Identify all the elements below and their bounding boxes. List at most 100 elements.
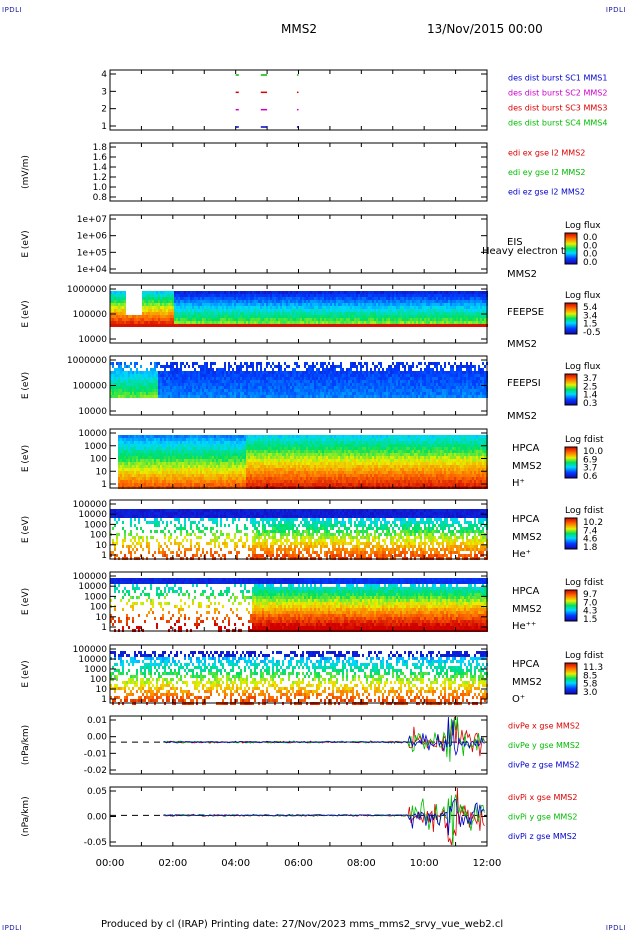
ytick-label: 1000000: [67, 285, 107, 295]
colorbar-tick-label: 0.0: [583, 241, 598, 251]
legend-entry: des dist burst SC1 MMS1: [508, 74, 607, 83]
panel-label: HPCA: [512, 443, 540, 454]
ytick-label: 1e+04: [77, 265, 108, 275]
colorbar-tick-label: 10.0: [583, 447, 603, 457]
ytick-label: 1e+07: [77, 215, 107, 225]
mission-title: MMS2: [281, 22, 317, 36]
ytick-label: 1: [101, 623, 107, 633]
y-axis-label: (nPa/km): [21, 796, 31, 836]
panel-frame-divpi: [109, 786, 488, 847]
legend-entry: edi ex gse l2 MMS2: [508, 149, 585, 158]
ytick-label: 10000: [78, 510, 107, 520]
ytick-label: 10000: [78, 407, 107, 417]
ytick-label: 1.0: [93, 183, 108, 193]
colorbar-tick-label: 7.4: [583, 526, 598, 536]
panel-label: FEEPSI: [507, 378, 541, 389]
overlay-text: Heavy electron to: [482, 246, 571, 257]
colorbar-title: Log fdist: [565, 506, 604, 516]
legend-entry: edi ez gse l2 MMS2: [508, 187, 585, 196]
ytick-label: 1.4: [93, 163, 108, 173]
colorbar-tick-label: 8.5: [583, 671, 597, 681]
colorbar: [564, 662, 578, 695]
colorbar-tick-label: 9.7: [583, 590, 597, 600]
colorbar-title: Log flux: [565, 291, 601, 301]
y-axis-label: E (eV): [21, 660, 31, 687]
colorbar-tick-label: 0.3: [583, 399, 597, 409]
ytick-label: 10000: [78, 655, 107, 665]
colorbar-tick-label: 5.4: [583, 303, 598, 313]
spectrogram-hpca-o: [110, 651, 488, 705]
y-axis-label: E (eV): [21, 372, 31, 399]
colorbar-title: Log flux: [565, 362, 601, 372]
ytick-label: 1000000: [67, 356, 107, 366]
colorbar: [564, 446, 578, 479]
colorbar-tick-label: 10.2: [583, 518, 603, 528]
colorbar-tick-label: 1.8: [583, 543, 598, 553]
ytick-label: 0.00: [87, 733, 107, 743]
panel-label: HPCA: [512, 586, 540, 597]
colorbar-tick-label: 1.4: [583, 391, 598, 401]
colorbar-tick-label: 2.5: [583, 382, 597, 392]
legend-entry: divPe x gse MMS2: [508, 722, 580, 731]
xtick-label: 04:00: [221, 858, 250, 869]
colorbar-tick-label: 1.5: [583, 320, 597, 330]
panel-label: MMS2: [512, 532, 542, 543]
ytick-label: 1000: [84, 592, 107, 602]
ytick-label: 100000: [73, 645, 108, 655]
ytick-label: -0.01: [84, 749, 107, 759]
colorbar-tick-label: 4.6: [583, 535, 598, 545]
panel-label: FEEPSE: [507, 307, 544, 318]
spectrogram-hpca-hepp: [110, 578, 488, 632]
ytick-label: -0.05: [84, 838, 107, 848]
colorbar-tick-label: 5.8: [583, 680, 598, 690]
ytick-label: 100000: [73, 382, 108, 392]
colorbar-tick-label: 4.3: [583, 607, 597, 617]
ytick-label: 0.00: [87, 813, 107, 823]
y-axis-label: (nPa/km): [21, 725, 31, 765]
colorbar-title: Log fdist: [565, 435, 604, 445]
ytick-label: 1e+06: [77, 232, 108, 242]
ytick-label: 0.8: [93, 193, 108, 203]
panel-frame-divpe: [109, 715, 488, 775]
ytick-label: 100: [90, 455, 107, 465]
colorbar-tick-label: 0.0: [583, 233, 598, 243]
xtick-label: 06:00: [284, 858, 313, 869]
y-axis-label: (mV/m): [21, 155, 31, 189]
colorbar-tick-label: 0.6: [583, 472, 598, 482]
ytick-label: 1: [101, 480, 107, 490]
legend-entry: des dist burst SC2 MMS2: [508, 89, 607, 98]
spectrogram-hpca-h: [118, 435, 488, 489]
legend-entry: divPi x gse MMS2: [508, 793, 577, 802]
panel-label: EIS: [507, 237, 523, 248]
ytick-label: 10: [96, 541, 108, 551]
panel-label: He⁺⁺: [512, 621, 536, 632]
ytick-label: 100000: [73, 500, 108, 510]
spectrogram-hpca-he: [110, 509, 488, 560]
y-axis-label: E (eV): [21, 300, 31, 327]
ytick-label: 1e+05: [77, 248, 107, 258]
footer-text: Produced by cl (IRAP) Printing date: 27/…: [101, 919, 504, 930]
panel-frame-edi-e: [109, 142, 488, 202]
panel-frame-des-dist-burst: [109, 69, 488, 131]
ytick-label: 2: [101, 105, 107, 115]
ytick-label: 0.05: [87, 787, 107, 797]
ytick-label: 100000: [73, 572, 108, 582]
ytick-label: 10: [96, 613, 108, 623]
corner-label-tr: IPDLI: [605, 6, 626, 14]
colorbar-tick-label: 6.9: [583, 455, 598, 465]
ytick-label: 100: [90, 603, 107, 613]
ytick-label: 1000: [84, 442, 107, 452]
colorbar: [564, 517, 578, 550]
ytick-label: 0.01: [87, 716, 107, 726]
series-line: [163, 716, 485, 757]
colorbar-title: Log flux: [565, 221, 601, 231]
colorbar-tick-label: -0.5: [583, 328, 601, 338]
ytick-label: 1.2: [93, 173, 107, 183]
series-line: [163, 716, 485, 762]
colorbar-tick-label: 3.4: [583, 311, 598, 321]
ytick-label: 3: [101, 87, 107, 97]
ytick-label: 10: [96, 467, 108, 477]
legend-entry: des dist burst SC4 MMS4: [508, 119, 607, 128]
ytick-label: 100000: [73, 310, 108, 320]
